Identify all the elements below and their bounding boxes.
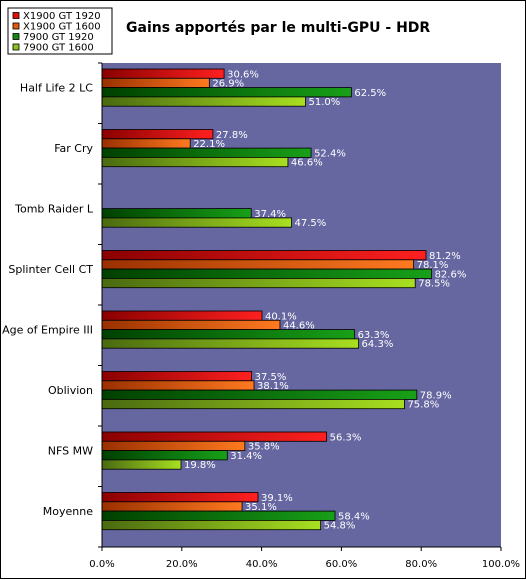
bar (101, 259, 415, 270)
bar (101, 492, 259, 503)
data-label: 58.4% (338, 511, 370, 522)
bar (101, 129, 214, 140)
bar (101, 450, 228, 461)
bar (101, 319, 281, 330)
data-label: 26.9% (212, 79, 244, 90)
data-label: 54.8% (324, 521, 356, 532)
x-tick-label: 80.0% (405, 559, 437, 570)
data-label: 78.1% (417, 260, 449, 271)
data-label: 63.3% (358, 330, 390, 341)
legend-box (7, 7, 113, 55)
data-label: 30.6% (227, 69, 259, 80)
category-label: Far Cry (54, 142, 93, 155)
chart-title: Gains apportés par le multi-GPU - HDR (126, 20, 430, 36)
data-label: 39.1% (261, 493, 293, 504)
legend-swatch (12, 12, 20, 19)
legend-label: 7900 GT 1600 (23, 43, 94, 54)
data-label: 78.5% (418, 279, 450, 290)
bar (101, 310, 263, 321)
data-label: 62.5% (354, 88, 386, 99)
bar (101, 380, 255, 391)
data-label: 52.4% (314, 148, 346, 159)
category-label: Splinter Cell CT (8, 263, 93, 276)
bar (101, 250, 427, 261)
data-label: 47.5% (295, 218, 327, 229)
category-label: Age of Empire III (2, 324, 93, 337)
bar (101, 501, 243, 512)
bar (101, 329, 355, 340)
data-label: 44.6% (283, 321, 315, 332)
bar (101, 147, 312, 158)
data-label: 35.1% (245, 502, 277, 513)
bar (101, 371, 253, 382)
data-label: 38.1% (257, 381, 289, 392)
data-label: 35.8% (248, 442, 280, 453)
axes-group: Half Life 2 LC Far Cry Tomb Raider L Splint… (2, 62, 520, 570)
category-label: Half Life 2 LC (20, 82, 93, 95)
bars-group: 30.6%26.9% 62.5% 51.0% 27.8%22.1% 52.4%46.6%… (101, 68, 467, 532)
data-label: 31.4% (230, 451, 262, 462)
bar (101, 440, 246, 451)
bar (101, 77, 210, 89)
bar (101, 431, 328, 442)
data-label: 56.3% (330, 432, 362, 443)
data-label: 64.3% (362, 339, 394, 350)
category-label: NFS MW (48, 445, 93, 458)
data-label: 22.1% (193, 139, 225, 150)
legend-label: 7900 GT 1920 (23, 32, 94, 43)
data-label: 37.5% (255, 372, 287, 383)
bar (101, 338, 359, 349)
data-label: 40.1% (265, 311, 297, 322)
x-tick-label: 40.0% (246, 559, 278, 570)
bar (101, 96, 306, 107)
legend-label: X1900 GT 1600 (23, 22, 101, 33)
data-label: 75.8% (407, 400, 439, 411)
x-tick-label: 60.0% (326, 559, 358, 570)
data-label: 27.8% (216, 130, 248, 141)
bar (101, 520, 322, 531)
bar (101, 398, 405, 410)
legend-swatch (12, 22, 20, 30)
category-label: Oblivion (48, 384, 93, 397)
bar (101, 87, 352, 98)
bar (101, 389, 418, 400)
bar (101, 459, 182, 470)
bar (101, 277, 416, 289)
data-label: 46.6% (291, 158, 323, 169)
x-tick-label: 0.0% (89, 559, 114, 570)
bar (101, 208, 252, 219)
category-label: Moyenne (43, 505, 93, 518)
bar (101, 510, 336, 521)
category-label: Tomb Raider L (14, 203, 94, 216)
bar (101, 217, 292, 228)
bar (101, 68, 225, 79)
legend-swatch (12, 43, 20, 51)
data-label: 81.2% (429, 251, 461, 262)
data-label: 19.8% (184, 460, 216, 471)
x-tick-label: 20.0% (166, 559, 198, 570)
legend-label: X1900 GT 1920 (23, 11, 101, 22)
bar (101, 156, 289, 168)
bar (101, 268, 432, 279)
data-label: 37.4% (254, 209, 286, 220)
data-label: 82.6% (435, 269, 467, 280)
x-tick-label: 100.0% (482, 559, 520, 570)
bar (101, 138, 191, 149)
data-label: 78.9% (420, 390, 452, 401)
legend-swatch (12, 33, 20, 40)
data-label: 51.0% (308, 97, 340, 108)
